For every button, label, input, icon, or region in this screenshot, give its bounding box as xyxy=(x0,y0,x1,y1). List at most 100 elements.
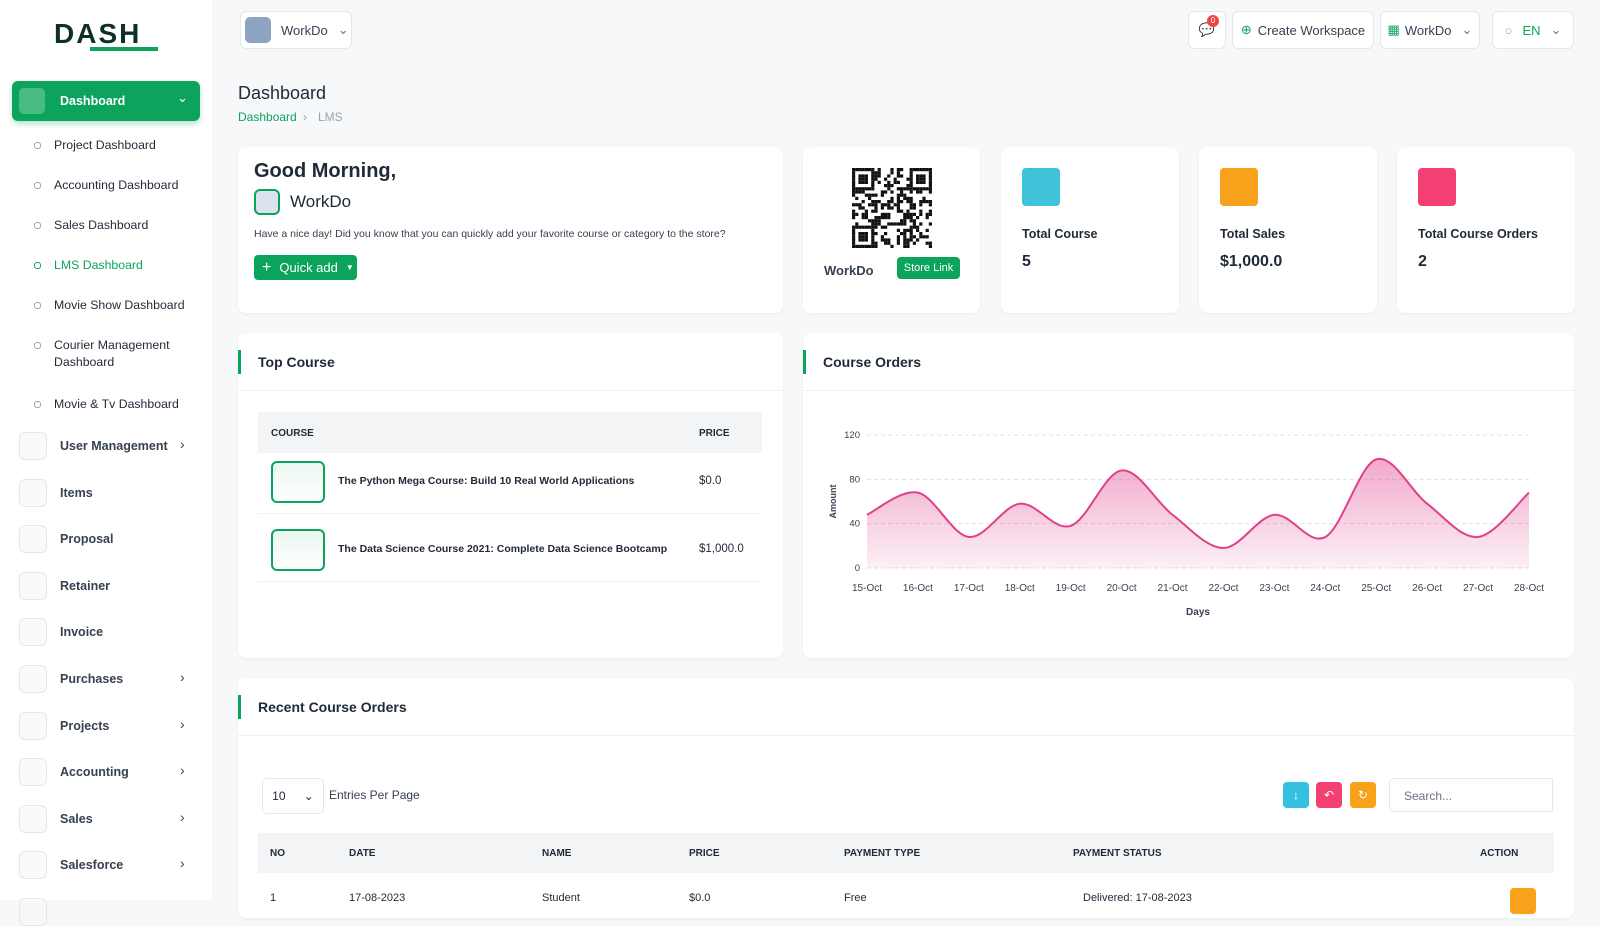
course-price: $0.0 xyxy=(699,475,722,487)
submenu-item[interactable]: LMS Dashboard xyxy=(54,258,143,272)
menu-item[interactable]: Invoice xyxy=(60,625,104,640)
reload-button[interactable]: ↻ xyxy=(1350,782,1376,808)
chevron: › xyxy=(180,436,185,452)
store-name: WorkDo xyxy=(824,263,874,278)
course-orders-card: Course Orders xyxy=(803,333,1574,658)
submenu-item[interactable]: Movie Show Dashboard xyxy=(54,298,185,312)
chevron: › xyxy=(180,669,185,685)
submenu-dot xyxy=(34,182,41,189)
cell: 17-08-2023 xyxy=(349,892,406,904)
table-header xyxy=(258,833,1554,873)
column-header: PRICE xyxy=(689,848,720,859)
card-accent xyxy=(803,350,806,374)
column-header: ACTION xyxy=(1480,848,1519,859)
quick-add-button[interactable]: + Quick add ▼ xyxy=(254,255,357,280)
language-menu[interactable]: ○ EN ⌄ xyxy=(1492,11,1574,49)
breadcrumb-separator: › xyxy=(303,110,307,124)
cell: Free xyxy=(844,892,867,904)
stat-label: Total Course xyxy=(1022,227,1098,241)
entries-select[interactable]: 10 ⌄ xyxy=(262,778,324,814)
menu-item[interactable]: Salesforce xyxy=(60,858,124,873)
reset-button[interactable]: ↶ xyxy=(1316,782,1342,808)
menu-icon xyxy=(19,88,45,114)
stat-icon xyxy=(1418,168,1456,206)
user-menu[interactable]: ▦ WorkDo ⌄ xyxy=(1380,11,1480,49)
top-course-card: Top Course COURSE PRICE The Python Mega … xyxy=(238,333,783,658)
column-header: COURSE xyxy=(271,428,314,439)
action-button[interactable] xyxy=(1510,888,1536,914)
menu-item[interactable]: Accounting xyxy=(60,765,129,780)
sidebar-active-item[interactable]: Dashboard ⌄ xyxy=(12,81,200,121)
breadcrumb-link[interactable]: Dashboard xyxy=(238,110,297,124)
stat-card: Total Sales $1,000.0 xyxy=(1199,147,1377,313)
menu-item[interactable]: Proposal xyxy=(60,532,114,547)
stat-value: 5 xyxy=(1022,253,1031,270)
create-workspace-button[interactable]: ⊕ Create Workspace xyxy=(1232,11,1374,49)
menu-icon xyxy=(19,758,47,787)
menu-icon xyxy=(19,525,47,554)
workspace-name: WorkDo xyxy=(281,22,328,38)
submenu-dot xyxy=(34,262,41,269)
submenu-dot xyxy=(34,302,41,309)
menu-icon xyxy=(19,851,47,880)
submenu-item[interactable]: Sales Dashboard xyxy=(54,218,149,232)
menu-item[interactable]: Sales xyxy=(60,811,93,826)
menu-label: Dashboard xyxy=(60,94,126,108)
menu-icon xyxy=(19,478,47,507)
submenu-item[interactable]: Project Dashboard xyxy=(54,138,156,152)
stat-label: Total Sales xyxy=(1220,227,1286,241)
menu-item[interactable]: Purchases xyxy=(60,672,124,686)
menu-item[interactable]: Items xyxy=(60,485,93,500)
submenu-item[interactable]: Movie & Tv Dashboard xyxy=(54,397,179,411)
column-header: NAME xyxy=(542,848,572,859)
menu-item[interactable]: Retainer xyxy=(60,578,111,593)
table-header xyxy=(258,412,762,453)
store-card: WorkDo Store Link xyxy=(803,147,980,313)
chevron: › xyxy=(180,855,185,872)
chevron: ⌄ xyxy=(177,90,188,105)
menu-item[interactable]: User Management xyxy=(60,439,168,453)
divider xyxy=(238,390,783,391)
cell: Delivered: 17-08-2023 xyxy=(1083,892,1192,904)
search-input[interactable]: Search... xyxy=(1389,778,1553,812)
submenu-dot xyxy=(34,342,41,349)
column-header: DATE xyxy=(349,848,376,859)
submenu-item[interactable]: Accounting Dashboard xyxy=(54,178,179,192)
welcome-card: Good Morning, WorkDo Have a nice day! Di… xyxy=(238,147,783,313)
course-name: The Python Mega Course: Build 10 Real Wo… xyxy=(338,475,635,487)
chevron: › xyxy=(180,762,185,779)
create-workspace-label: Create Workspace xyxy=(1257,22,1366,38)
course-thumbnail xyxy=(271,529,325,571)
submenu-dot xyxy=(34,401,41,408)
logo: DASH xyxy=(54,18,142,49)
chevron: › xyxy=(180,715,185,732)
cell: $0.0 xyxy=(689,892,711,904)
stat-icon xyxy=(1022,168,1060,206)
menu-icon xyxy=(19,711,47,740)
card-title: Course Orders xyxy=(823,354,922,370)
page: DASH WorkDo ⌄ 💬 0 ⊕ Create Workspace ▦ Work… xyxy=(12,11,1574,926)
page-title: Dashboard xyxy=(238,83,327,103)
course-price: $1,000.0 xyxy=(699,543,744,555)
stat-card: Total Course 5 xyxy=(1001,147,1179,313)
divider xyxy=(803,390,1574,391)
column-header: PRICE xyxy=(699,428,730,439)
column-header: PAYMENT STATUS xyxy=(1073,848,1162,859)
menu-icon xyxy=(19,432,47,460)
logo-underline xyxy=(90,47,158,51)
submenu-item[interactable]: Courier Management Dashboard xyxy=(54,338,170,369)
store-link-button[interactable]: Store Link xyxy=(897,257,960,279)
card-accent xyxy=(238,350,241,374)
export-button[interactable]: ↓ xyxy=(1283,782,1309,808)
menu-item[interactable]: Projects xyxy=(60,718,110,733)
workspace-select[interactable]: WorkDo ⌄ xyxy=(240,11,352,49)
cell: 1 xyxy=(270,892,277,904)
submenu-dot xyxy=(34,222,41,229)
course-name: The Data Science Course 2021: Complete D… xyxy=(338,543,668,555)
submenu-dot xyxy=(34,142,41,149)
card-accent xyxy=(238,695,241,719)
entries-value: 10 xyxy=(272,789,286,803)
greeting: Good Morning, xyxy=(254,160,397,182)
qr-code xyxy=(852,168,932,248)
row-divider xyxy=(258,581,762,582)
